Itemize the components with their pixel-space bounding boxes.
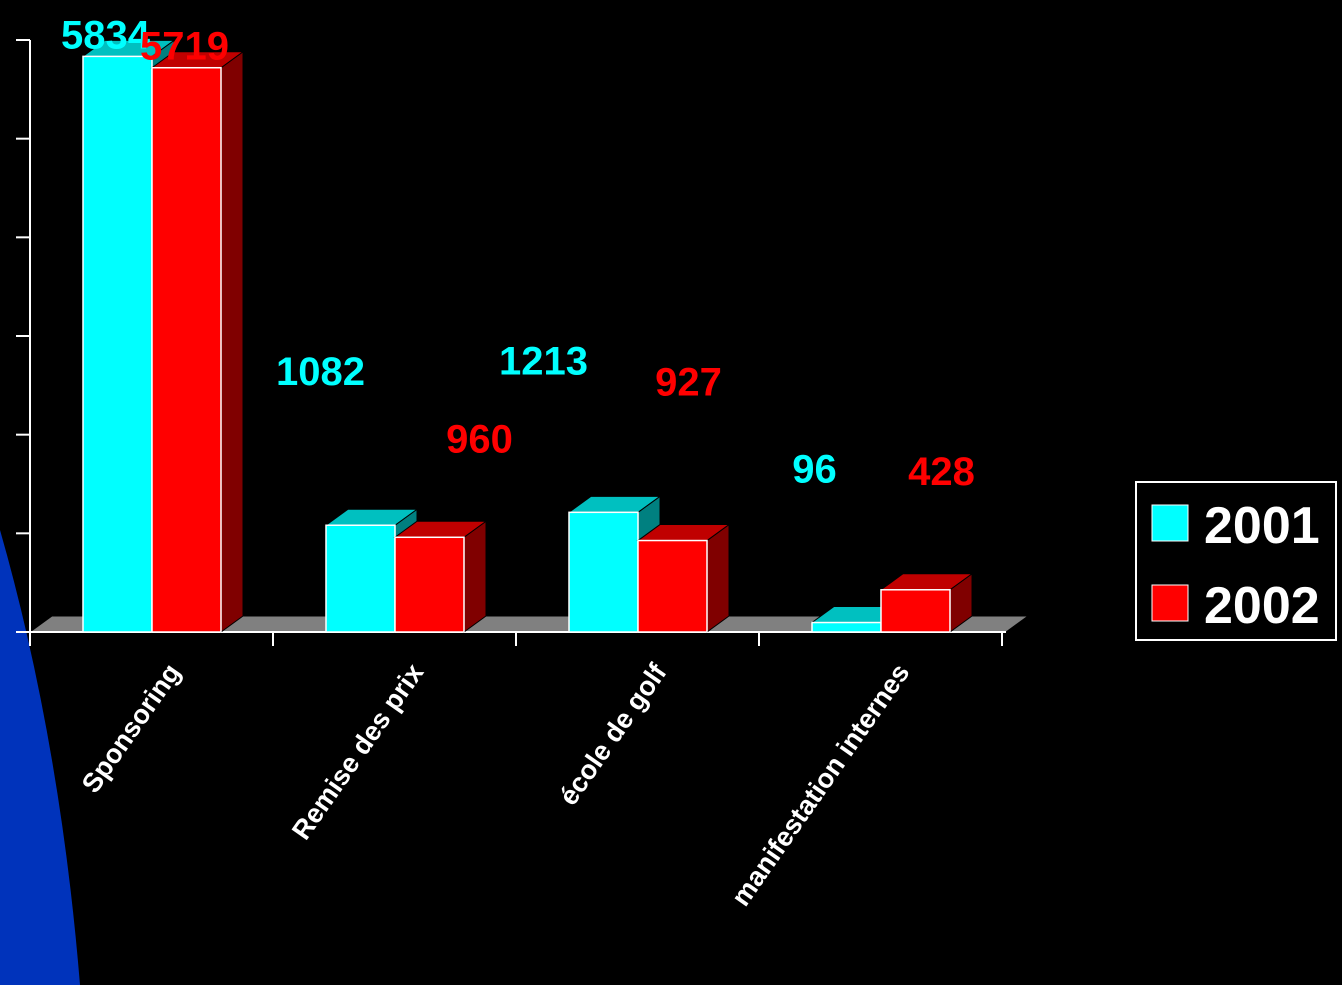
data-label-2002-3: 428 (908, 450, 975, 494)
data-label-2001-3: 96 (792, 448, 837, 492)
x-tick-label-3: manifestation internes (726, 658, 916, 911)
x-tick-label-0: Sponsoring (76, 658, 187, 798)
bar-2002-1 (395, 537, 464, 632)
data-label-2001-1: 1082 (276, 350, 365, 394)
x-tick-label-2: école de golf (553, 657, 673, 810)
legend-label-2001: 2001 (1204, 497, 1320, 555)
bar-side-2002-2 (707, 525, 729, 632)
legend-label-2002: 2002 (1204, 577, 1320, 635)
legend: 2001 2002 (1136, 482, 1336, 640)
bar-2002-0 (152, 68, 221, 632)
legend-swatch-2001 (1152, 505, 1188, 541)
bar-side-2002-1 (464, 521, 486, 632)
bar-2001-1 (326, 525, 395, 632)
bar-2002-3 (881, 590, 950, 632)
x-tick-label-1: Remise des prix (286, 658, 429, 845)
bar-2002-2 (638, 541, 707, 632)
bar-2001-0 (83, 56, 152, 632)
data-label-2002-1: 960 (446, 417, 513, 461)
data-label-2001-2: 1213 (499, 339, 588, 383)
data-label-2002-0: 5719 (140, 25, 229, 69)
bar-2001-3 (812, 623, 881, 632)
bar-side-2002-0 (221, 52, 243, 632)
data-label-2002-2: 927 (655, 361, 722, 405)
legend-swatch-2002 (1152, 585, 1188, 621)
bar-2001-2 (569, 512, 638, 632)
data-label-2001-0: 5834 (61, 13, 151, 57)
decorative-blue-arc (0, 530, 80, 985)
